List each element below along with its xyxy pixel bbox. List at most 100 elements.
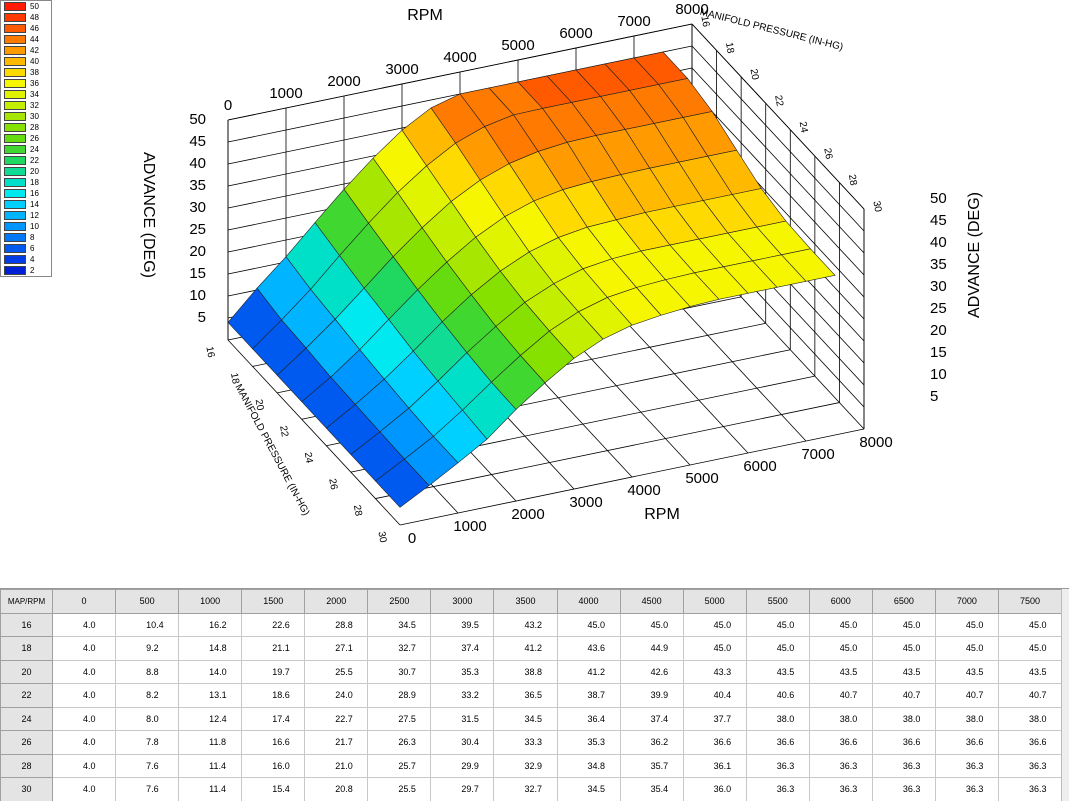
- cell: 11.4: [179, 778, 242, 801]
- cell: 4.0: [53, 684, 116, 708]
- cell: 43.5: [935, 660, 998, 684]
- advance-tick-label: 35: [189, 177, 206, 194]
- advance-tick-label: 40: [930, 234, 947, 251]
- row-header: 20: [1, 660, 53, 684]
- advance-axis-title: ADVANCE (DEG): [966, 192, 983, 318]
- legend-swatch: [4, 222, 26, 231]
- cell: 38.8: [494, 660, 557, 684]
- cell: 43.2: [494, 613, 557, 637]
- cell: 34.8: [557, 754, 620, 778]
- rpm-tick-label: 3000: [569, 494, 602, 511]
- cell: 10.4: [116, 613, 179, 637]
- legend-entry: 46: [1, 23, 51, 34]
- legend-swatch: [4, 167, 26, 176]
- map-tick-label: 30: [870, 200, 883, 213]
- cell: 36.6: [872, 731, 935, 755]
- map-tick-label: 16: [203, 346, 216, 359]
- legend-swatch: [4, 79, 26, 88]
- legend-entry: 38: [1, 67, 51, 78]
- cell: 45.0: [746, 613, 809, 637]
- legend-swatch: [4, 266, 26, 275]
- surface-plot: 5510101515202025253030353540404545505000…: [0, 0, 1069, 585]
- legend-label: 16: [30, 189, 39, 198]
- cell: 36.2: [620, 731, 683, 755]
- cell: 36.6: [746, 731, 809, 755]
- cell: 27.5: [368, 707, 431, 731]
- column-header: 4500: [620, 590, 683, 614]
- legend-entry: 2: [1, 265, 51, 276]
- rpm-tick-label: 0: [408, 530, 416, 547]
- legend-entry: 4: [1, 254, 51, 265]
- cell: 45.0: [620, 613, 683, 637]
- legend-entry: 40: [1, 56, 51, 67]
- rpm-tick-label: 7000: [801, 446, 834, 463]
- legend-swatch: [4, 112, 26, 121]
- legend-swatch: [4, 178, 26, 187]
- advance-axis-title: ADVANCE (DEG): [140, 152, 157, 278]
- map-tick-label: 26: [326, 478, 339, 491]
- cell: 45.0: [935, 637, 998, 661]
- legend-label: 46: [30, 24, 39, 33]
- rpm-axis-title: RPM: [644, 506, 680, 523]
- scrollbar[interactable]: [1061, 589, 1069, 801]
- cell: 11.4: [179, 754, 242, 778]
- legend-swatch: [4, 145, 26, 154]
- legend-label: 6: [30, 244, 34, 253]
- rpm-tick-label: 6000: [559, 25, 592, 42]
- legend-swatch: [4, 57, 26, 66]
- cell: 34.5: [557, 778, 620, 801]
- cell: 17.4: [242, 707, 305, 731]
- cell: 45.0: [998, 613, 1061, 637]
- cell: 39.9: [620, 684, 683, 708]
- legend-label: 2: [30, 266, 34, 275]
- map-tick-label: 24: [797, 121, 810, 134]
- legend-entry: 36: [1, 78, 51, 89]
- cell: 36.3: [935, 754, 998, 778]
- row-header: 16: [1, 613, 53, 637]
- rpm-tick-label: 2000: [511, 506, 544, 523]
- cell: 35.4: [620, 778, 683, 801]
- cell: 15.4: [242, 778, 305, 801]
- cell: 21.0: [305, 754, 368, 778]
- advance-tick-label: 10: [930, 366, 947, 383]
- legend-label: 42: [30, 46, 39, 55]
- cell: 31.5: [431, 707, 494, 731]
- legend-label: 32: [30, 101, 39, 110]
- legend-entry: 20: [1, 166, 51, 177]
- row-header: 26: [1, 731, 53, 755]
- rpm-axis-title: RPM: [407, 7, 443, 24]
- cell: 45.0: [935, 613, 998, 637]
- cell: 44.9: [620, 637, 683, 661]
- legend-entry: 32: [1, 100, 51, 111]
- cell: 12.4: [179, 707, 242, 731]
- column-header: 1000: [179, 590, 242, 614]
- legend-label: 34: [30, 90, 39, 99]
- legend-entry: 10: [1, 221, 51, 232]
- cell: 38.0: [998, 707, 1061, 731]
- cell: 8.8: [116, 660, 179, 684]
- cell: 14.8: [179, 637, 242, 661]
- rpm-tick-label: 1000: [269, 85, 302, 102]
- advance-tick-label: 15: [930, 344, 947, 361]
- cell: 16.6: [242, 731, 305, 755]
- legend-label: 22: [30, 156, 39, 165]
- cell: 40.7: [809, 684, 872, 708]
- legend-entry: 44: [1, 34, 51, 45]
- legend-swatch: [4, 123, 26, 132]
- cell: 36.1: [683, 754, 746, 778]
- advance-tick-label: 35: [930, 256, 947, 273]
- column-header: 2500: [368, 590, 431, 614]
- cell: 32.7: [368, 637, 431, 661]
- advance-tick-label: 25: [189, 221, 206, 238]
- cell: 14.0: [179, 660, 242, 684]
- legend-entry: 16: [1, 188, 51, 199]
- rpm-tick-label: 0: [224, 97, 232, 114]
